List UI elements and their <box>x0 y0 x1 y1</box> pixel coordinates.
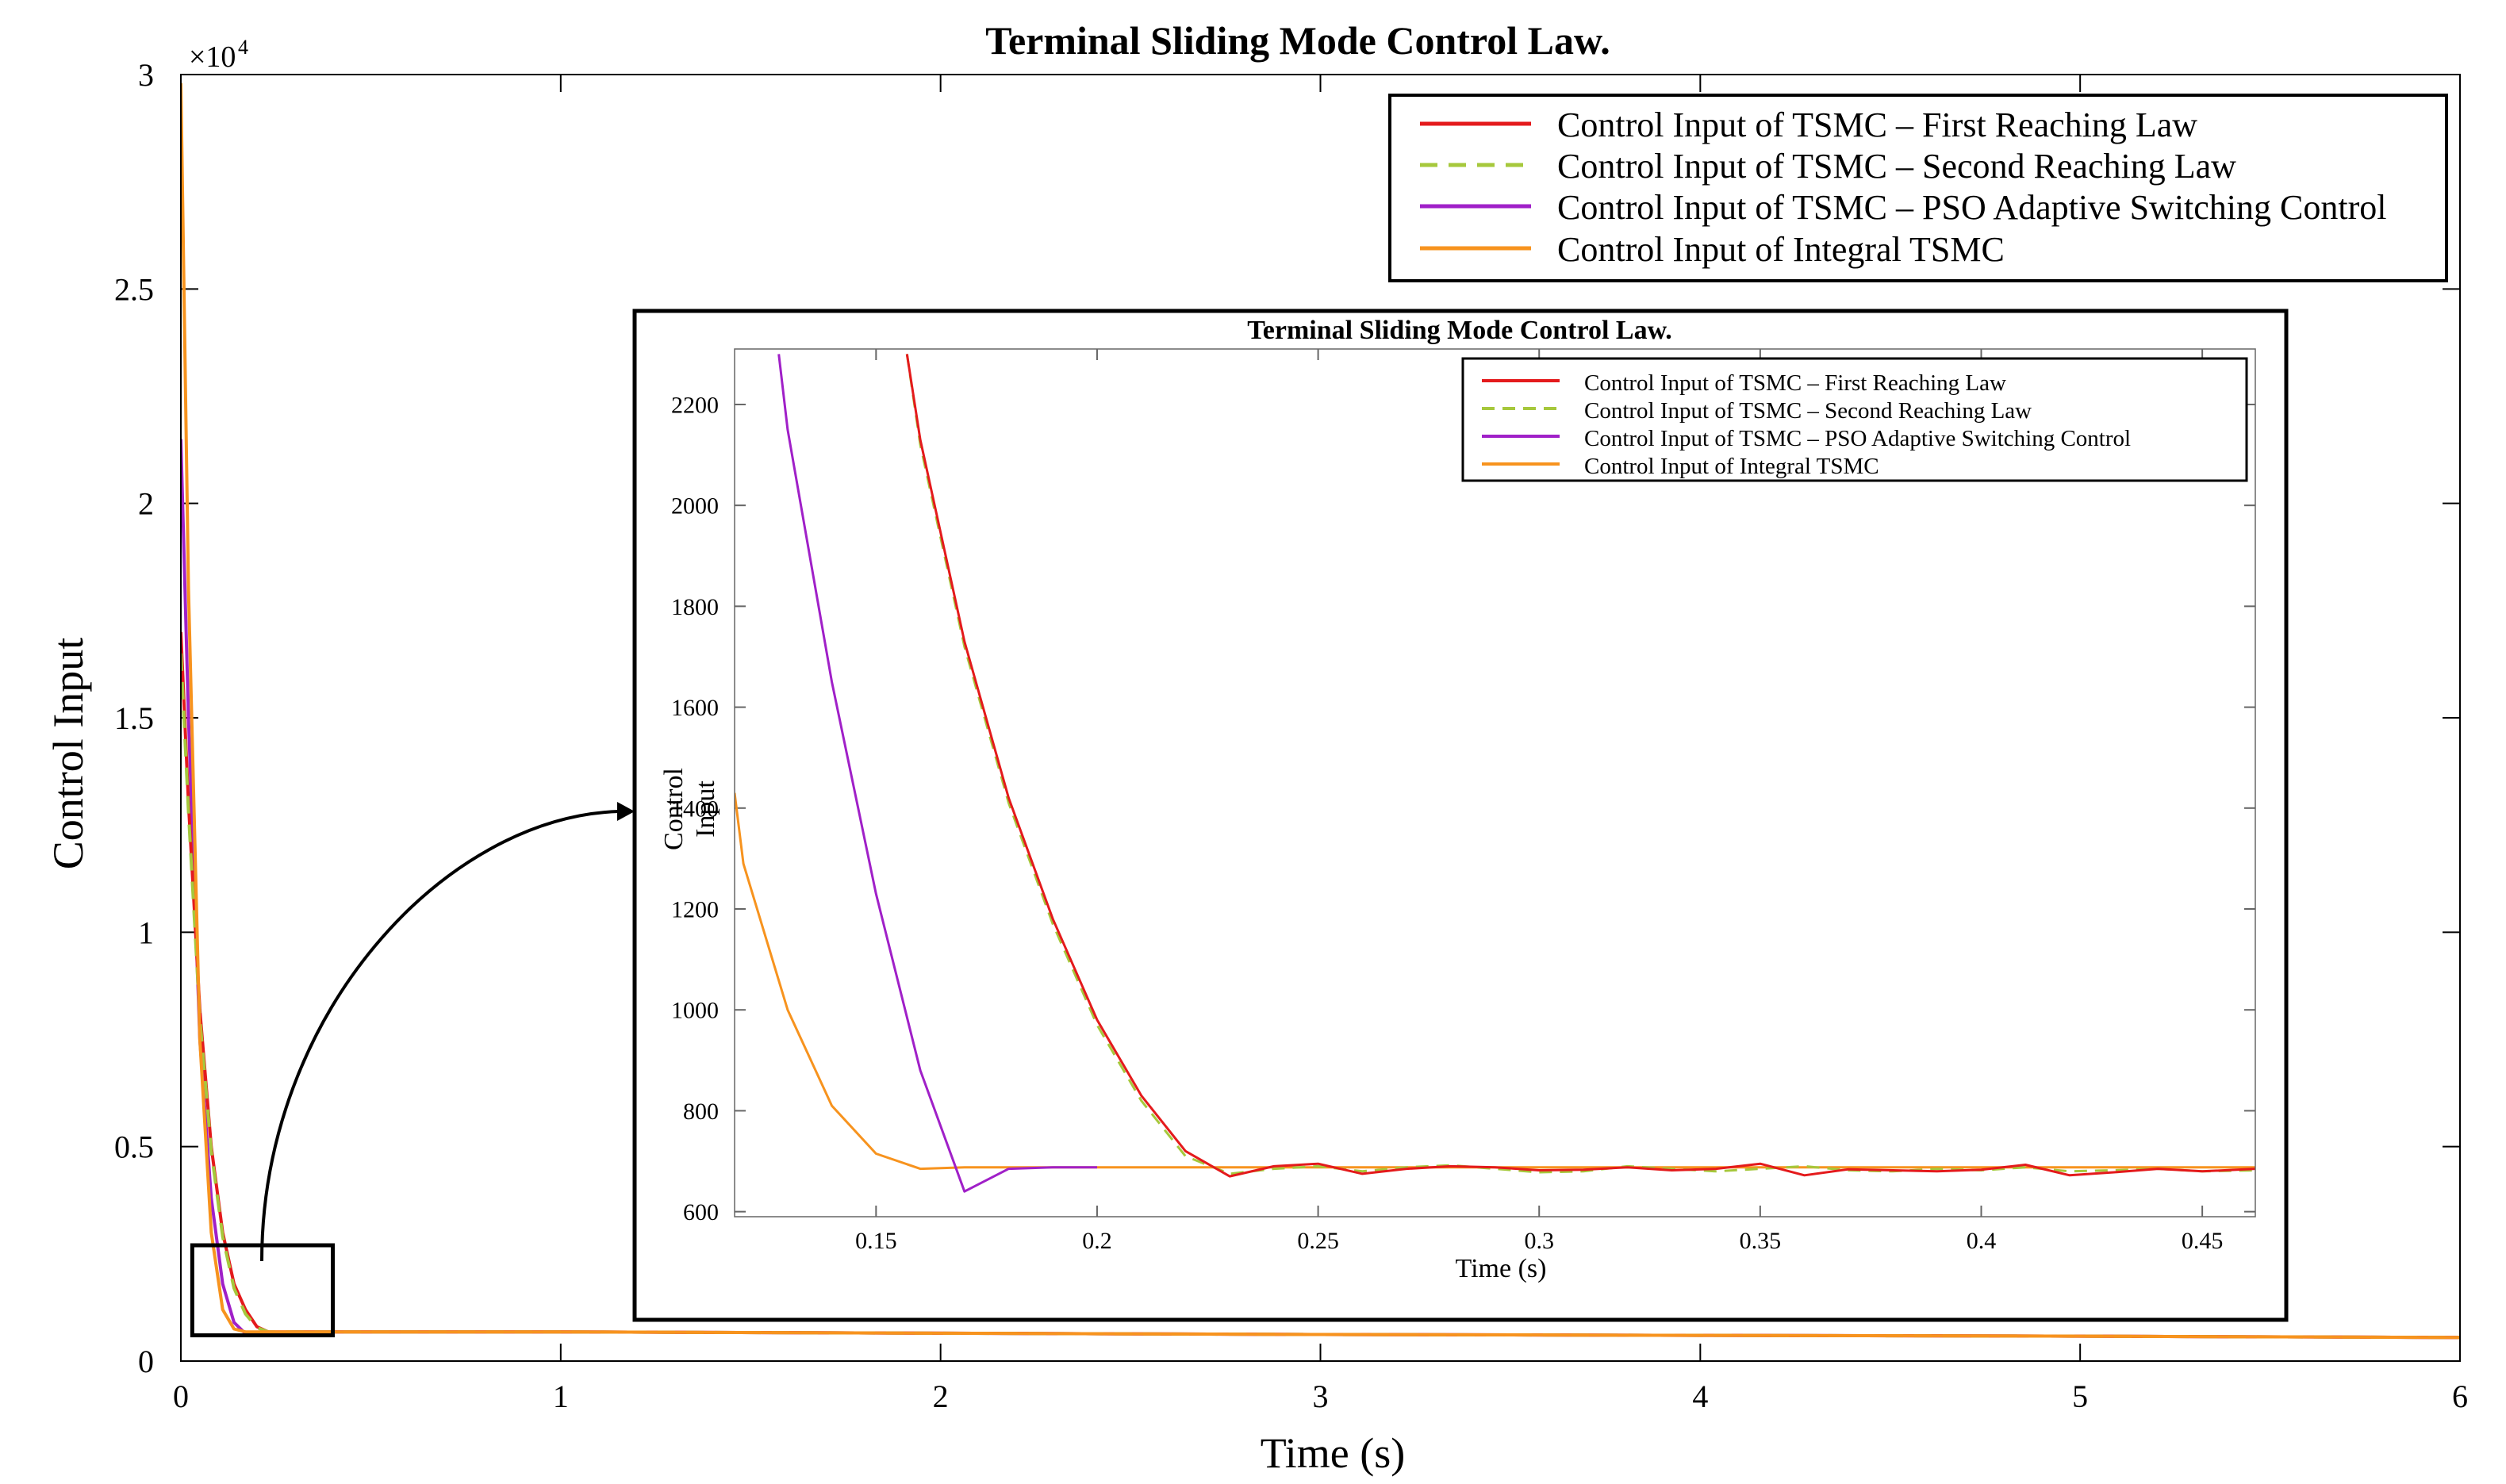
main-legend-entry: Control Input of TSMC – Second Reaching … <box>1420 147 2236 186</box>
series-line-a6c83c <box>905 354 2255 1175</box>
main-legend-box <box>1388 94 2448 282</box>
y-tick-label: 3 <box>138 57 154 93</box>
legend-label: Control Input of Integral TSMC <box>1557 230 2005 269</box>
x-tick-label: 0.3 <box>1524 1228 1554 1254</box>
y-tick-label: 600 <box>683 1199 719 1225</box>
series-line-e41a1c <box>905 354 2255 1178</box>
x-tick-label: 6 <box>2452 1379 2468 1414</box>
y-tick-label: 0.5 <box>114 1129 154 1165</box>
y-tick-label: 1800 <box>671 594 719 620</box>
main-x-axis-label: Time (s) <box>1261 1429 1406 1477</box>
inset-y-axis-label-line2: Input <box>691 780 720 838</box>
legend-label: Control Input of Integral TSMC <box>1584 454 1879 479</box>
series-line-f7931e <box>735 792 2255 1171</box>
main-ticks: 0 1 2 3 4 5 6 0 0.5 1 1.5 2 2.5 3 <box>114 57 2468 1414</box>
inset-title: Terminal Sliding Mode Control Law. <box>1247 316 1672 345</box>
main-y-scale: ×10 4 <box>189 36 248 74</box>
x-tick-label: 0.2 <box>1082 1228 1112 1254</box>
zoom-callout-arrowhead <box>617 802 635 821</box>
legend-label: Control Input of TSMC – Second Reaching … <box>1557 147 2236 186</box>
series-line-f7931e <box>181 82 2460 1340</box>
inset-ticks: 0.15 0.2 0.25 0.3 0.35 0.4 0.45 600 800 1000 1200 1… <box>671 349 2255 1254</box>
main-series <box>181 82 2460 1340</box>
y-tick-label: 2 <box>138 486 154 522</box>
x-tick-label: 2 <box>933 1379 949 1414</box>
y-tick-label: 1600 <box>671 695 719 721</box>
y-tick-label: 2200 <box>671 392 719 418</box>
inset-legend: Control Input of TSMC – First Reaching L… <box>1461 357 2248 482</box>
inset-legend-entry: Control Input of Integral TSMC <box>1482 454 1879 479</box>
main-legend: Control Input of TSMC – First Reaching L… <box>1388 94 2448 282</box>
main-legend-entry: Control Input of Integral TSMC <box>1420 230 2005 269</box>
inset-axes-frame <box>734 348 2256 1217</box>
inset-legend-entry: Control Input of TSMC – First Reaching L… <box>1482 370 2006 396</box>
inset-chart: Terminal Sliding Mode Control Law. 0.15 0… <box>632 309 2289 1322</box>
x-tick-label: 0.4 <box>1967 1228 1997 1254</box>
main-legend-entry: Control Input of TSMC – PSO Adaptive Swi… <box>1420 188 2386 227</box>
x-tick-label: 0.15 <box>855 1228 897 1254</box>
main-title: Terminal Sliding Mode Control Law. <box>985 18 1610 63</box>
main-legend-entry: Control Input of TSMC – First Reaching L… <box>1420 105 2197 144</box>
y-tick-label: 1200 <box>671 897 719 923</box>
zoom-callout-arrow <box>260 810 620 1262</box>
y-tick-label: 2000 <box>671 493 719 520</box>
series-line-a6c83c <box>181 653 2460 1340</box>
x-tick-label: 1 <box>553 1379 569 1414</box>
legend-label: Control Input of TSMC – PSO Adaptive Swi… <box>1584 426 2131 451</box>
y-tick-label: 1 <box>138 915 154 950</box>
x-tick-label: 5 <box>2072 1379 2088 1414</box>
x-tick-label: 0 <box>173 1379 189 1414</box>
inset-legend-box <box>1461 357 2248 482</box>
y-tick-label: 1.5 <box>114 700 154 736</box>
main-chart: Terminal Sliding Mode Control Law. 0 1 2 3 4… <box>44 18 2468 1477</box>
legend-label: Control Input of TSMC – First Reaching L… <box>1557 105 2197 144</box>
inset-legend-entry: Control Input of TSMC – Second Reaching … <box>1482 398 2032 424</box>
series-line-a020c8 <box>777 354 1097 1193</box>
x-tick-label: 4 <box>1692 1379 1708 1414</box>
main-y-scale-label: ×10 <box>189 40 236 74</box>
y-tick-label: 1400 <box>671 796 719 822</box>
legend-label: Control Input of TSMC – PSO Adaptive Swi… <box>1557 188 2386 227</box>
y-tick-label: 1000 <box>671 998 719 1024</box>
y-tick-label: 2.5 <box>114 271 154 307</box>
legend-label: Control Input of TSMC – First Reaching L… <box>1584 370 2006 396</box>
inset-series <box>735 354 2255 1193</box>
inset-legend-entry: Control Input of TSMC – PSO Adaptive Swi… <box>1482 426 2131 451</box>
main-axes-frame <box>180 74 2461 1362</box>
y-tick-label: 0 <box>138 1344 154 1379</box>
legend-label: Control Input of TSMC – Second Reaching … <box>1584 398 2032 424</box>
x-tick-label: 0.45 <box>2182 1228 2224 1254</box>
main-y-axis-label: Control Input <box>44 638 92 870</box>
y-tick-label: 800 <box>683 1099 719 1125</box>
x-tick-label: 3 <box>1313 1379 1329 1414</box>
x-tick-label: 0.35 <box>1740 1228 1782 1254</box>
main-y-scale-exponent: 4 <box>238 36 248 59</box>
inset-y-axis-label-line1: Control <box>659 768 689 850</box>
x-tick-label: 0.25 <box>1297 1228 1339 1254</box>
inset-x-axis-label: Time (s) <box>1456 1254 1547 1283</box>
